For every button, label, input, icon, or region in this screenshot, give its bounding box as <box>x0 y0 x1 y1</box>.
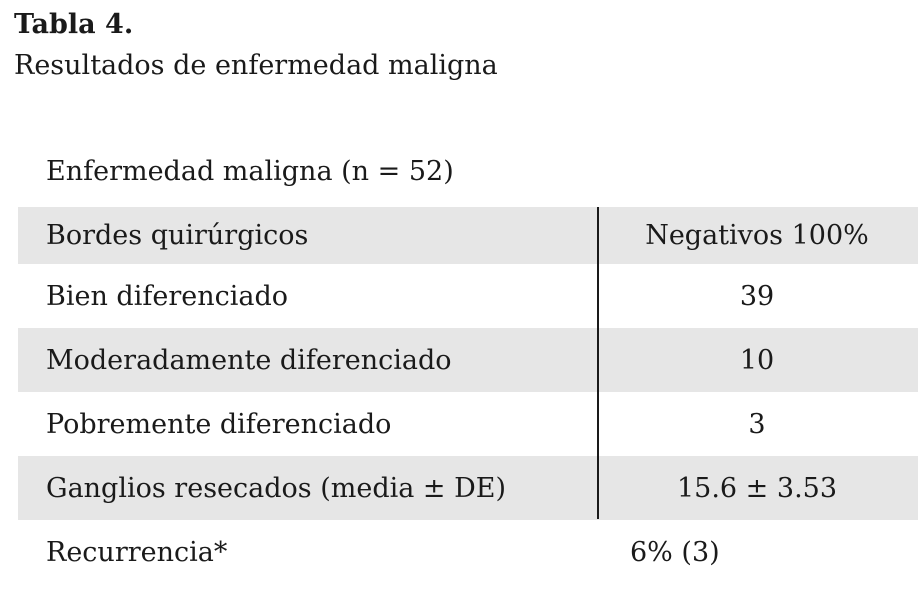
row-value: 39 <box>739 280 775 312</box>
row-label: Ganglios resecados (media ± DE) <box>46 472 507 504</box>
table-row-well-differentiated: Bien diferenciado 39 <box>18 264 918 328</box>
row-value: 15.6 ± 3.53 <box>676 472 838 504</box>
table-row-resected-nodes: Ganglios resecados (media ± DE) 15.6 ± 3… <box>18 456 918 520</box>
table-row-moderately-differentiated: Moderadamente diferenciado 10 <box>18 328 918 392</box>
table-row-poorly-differentiated: Pobremente diferenciado 3 <box>18 392 918 456</box>
row-value: Negativos 100% <box>645 220 869 251</box>
row-label: Bordes quirúrgicos <box>46 220 309 251</box>
table-caption: Resultados de enfermedad maligna <box>14 50 498 81</box>
results-table: Bordes quirúrgicos Negativos 100% Bien d… <box>18 207 918 584</box>
table-row-recurrence: Recurrencia* 6% (3) <box>18 520 918 584</box>
row-label: Pobremente diferenciado <box>46 408 392 440</box>
row-label: Bien diferenciado <box>46 280 288 312</box>
row-value: 3 <box>748 408 766 440</box>
table-number: Tabla 4. <box>14 9 134 40</box>
row-value: 10 <box>739 344 775 376</box>
table-row-surgical-margins: Bordes quirúrgicos Negativos 100% <box>18 207 918 264</box>
group-header: Enfermedad maligna (n = 52) <box>46 156 454 187</box>
row-value: 6% (3) <box>630 536 720 568</box>
column-divider <box>597 207 599 519</box>
row-label: Recurrencia* <box>46 536 228 568</box>
row-label: Moderadamente diferenciado <box>46 344 452 376</box>
